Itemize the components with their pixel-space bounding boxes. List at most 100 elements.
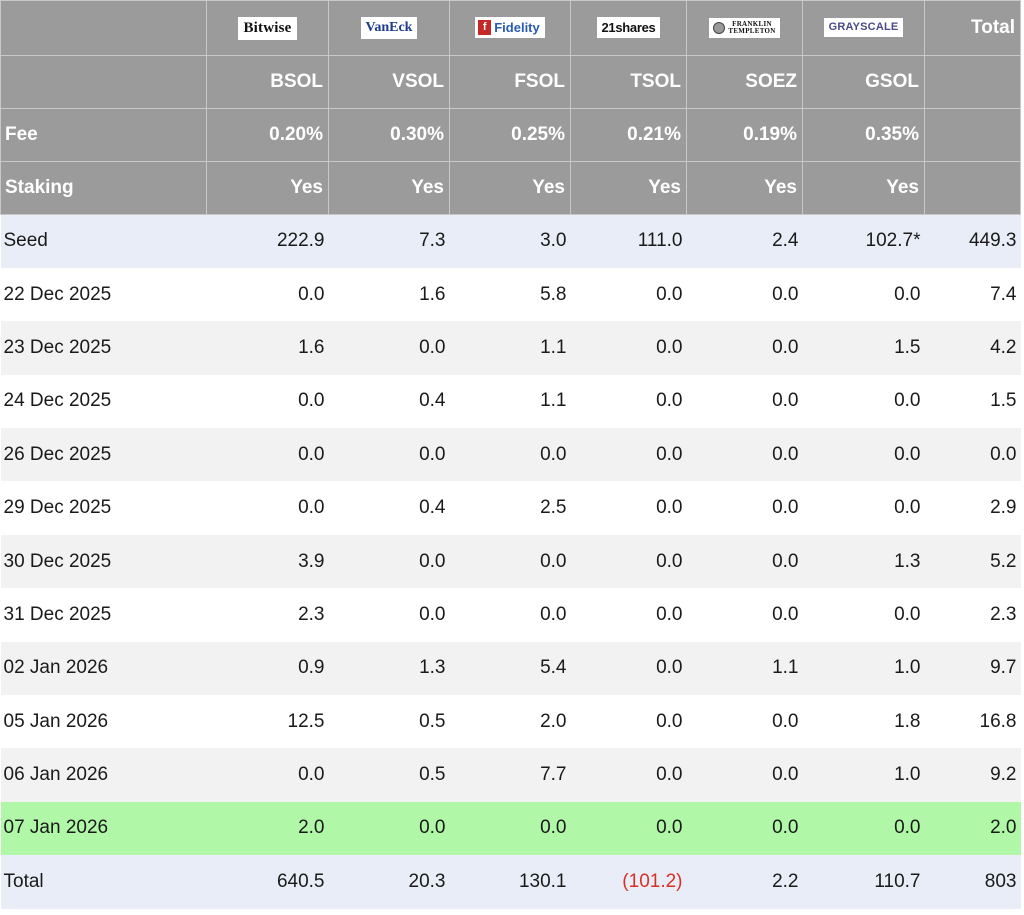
staking-tsol: Yes — [570, 161, 687, 215]
cell-value: 0.0 — [419, 550, 446, 572]
row-total: 9.2 — [990, 764, 1017, 786]
franklin-templeton-mark-icon — [713, 21, 726, 34]
row-label: 22 Dec 2025 — [3, 283, 112, 305]
cell-value: 0.0 — [894, 817, 921, 839]
grand-total: 803 — [984, 870, 1017, 892]
cell-value: 0.0 — [772, 764, 799, 786]
cell-value: 1.6 — [298, 336, 325, 358]
fidelity-logo-text: Fidelity — [494, 20, 540, 36]
cell-value: 0.0 — [419, 817, 446, 839]
row-label: 05 Jan 2026 — [3, 710, 109, 732]
cell-value: 0.0 — [772, 603, 799, 625]
table-row-latest: 07 Jan 2026 2.0 0.0 0.0 0.0 0.0 0.0 2.0 — [0, 801, 1021, 856]
row-total: 4.2 — [990, 336, 1017, 358]
cell-value: 1.8 — [894, 710, 921, 732]
fee-soez: 0.19% — [686, 108, 803, 162]
cell-value: 0.0 — [656, 443, 683, 465]
row-total: 0.0 — [990, 443, 1017, 465]
row-label: 26 Dec 2025 — [3, 443, 112, 465]
cell-value: 0.0 — [772, 390, 799, 412]
cell-value: 0.0 — [772, 497, 799, 519]
cell-value: 0.0 — [656, 497, 683, 519]
fidelity-header-cell: f Fidelity — [449, 0, 571, 56]
cell-value: 2.0 — [298, 817, 325, 839]
cell-value: 7.3 — [419, 230, 446, 252]
cell-value: 0.0 — [894, 390, 921, 412]
cell-value: 3.9 — [298, 550, 325, 572]
cell-value: 0.0 — [656, 283, 683, 305]
ticker-bsol: BSOL — [206, 55, 329, 109]
cell-value: 0.5 — [419, 710, 446, 732]
cell-value: 0.0 — [540, 603, 567, 625]
cell-value: 7.7 — [540, 764, 567, 786]
franklin-templeton-logo-text: FRANKLIN TEMPLETON — [728, 19, 776, 35]
staking-total-blank — [924, 161, 1021, 215]
cell-value: 0.0 — [894, 283, 921, 305]
cell-value: 0.0 — [540, 550, 567, 572]
cell-value: 0.0 — [656, 550, 683, 572]
total-tsol: (101.2) — [622, 870, 683, 892]
cell-value: 2.0 — [540, 710, 567, 732]
bitwise-logo: Bitwise — [238, 16, 297, 40]
row-total: 2.3 — [990, 603, 1017, 625]
totals-row-label: Total — [3, 870, 44, 892]
row-label: 24 Dec 2025 — [3, 390, 112, 412]
corner-cell — [0, 0, 207, 56]
row-total: 16.8 — [979, 710, 1017, 732]
cell-value: 0.0 — [656, 390, 683, 412]
cell-value: 1.3 — [419, 657, 446, 679]
fidelity-mark-icon: f — [478, 20, 492, 36]
row-total: 5.2 — [990, 550, 1017, 572]
table-row: 22 Dec 2025 0.0 1.6 5.8 0.0 0.0 0.0 7.4 — [0, 267, 1021, 322]
row-label: 29 Dec 2025 — [3, 497, 112, 519]
cell-value: 0.0 — [298, 443, 325, 465]
cell-value: 0.4 — [419, 497, 446, 519]
fee-row-label: Fee — [0, 108, 207, 162]
vaneck-header-cell: VanEck — [328, 0, 450, 56]
cell-value: 0.0 — [656, 603, 683, 625]
staking-vsol: Yes — [328, 161, 450, 215]
cell-value: 2.5 — [540, 497, 567, 519]
fidelity-logo: f Fidelity — [475, 17, 545, 39]
row-label: Seed — [3, 230, 48, 252]
cell-value: 2.3 — [298, 603, 325, 625]
cell-value: 0.0 — [656, 336, 683, 358]
staking-soez: Yes — [686, 161, 803, 215]
fee-bsol: 0.20% — [206, 108, 329, 162]
staking-row-label: Staking — [0, 161, 207, 215]
bitwise-header-cell: Bitwise — [206, 0, 329, 56]
cell-value: 0.0 — [298, 497, 325, 519]
cell-value: 0.0 — [540, 443, 567, 465]
table-row: 30 Dec 2025 3.9 0.0 0.0 0.0 0.0 1.3 5.2 — [0, 534, 1021, 589]
ticker-vsol: VSOL — [328, 55, 450, 109]
table-row: 24 Dec 2025 0.0 0.4 1.1 0.0 0.0 0.0 1.5 — [0, 374, 1021, 429]
row-total: 449.3 — [968, 230, 1017, 252]
cell-value: 0.0 — [656, 764, 683, 786]
cell-value: 2.4 — [772, 230, 799, 252]
row-total: 2.9 — [990, 497, 1017, 519]
ticker-total-blank — [924, 55, 1021, 109]
fee-row: Fee 0.20% 0.30% 0.25% 0.21% 0.19% 0.35% — [0, 108, 1021, 162]
cell-value: 1.5 — [894, 336, 921, 358]
cell-value: 0.4 — [419, 390, 446, 412]
cell-value: 1.1 — [540, 390, 567, 412]
table-header: Bitwise VanEck f Fidelity 21shares FRANK… — [0, 0, 1021, 215]
cell-value: 0.0 — [656, 710, 683, 732]
ticker-soez: SOEZ — [686, 55, 803, 109]
ticker-row-label — [0, 55, 207, 109]
fee-total-blank — [924, 108, 1021, 162]
row-label: 07 Jan 2026 — [3, 817, 109, 839]
totals-row: Total 640.5 20.3 130.1 (101.2) 2.2 110.7… — [0, 855, 1021, 909]
table-row: 26 Dec 2025 0.0 0.0 0.0 0.0 0.0 0.0 0.0 — [0, 428, 1021, 482]
cell-value: 1.1 — [540, 336, 567, 358]
total-column-header: Total — [924, 0, 1021, 56]
cell-value: 0.0 — [298, 390, 325, 412]
cell-value: 0.0 — [298, 283, 325, 305]
table-row: 06 Jan 2026 0.0 0.5 7.7 0.0 0.0 1.0 9.2 — [0, 748, 1021, 802]
cell-value: 0.0 — [772, 336, 799, 358]
table-row: 05 Jan 2026 12.5 0.5 2.0 0.0 0.0 1.8 16.… — [0, 695, 1021, 749]
row-total: 1.5 — [990, 390, 1017, 412]
cell-value: 0.0 — [894, 497, 921, 519]
cell-value: 0.0 — [894, 443, 921, 465]
ticker-tsol: TSOL — [570, 55, 687, 109]
